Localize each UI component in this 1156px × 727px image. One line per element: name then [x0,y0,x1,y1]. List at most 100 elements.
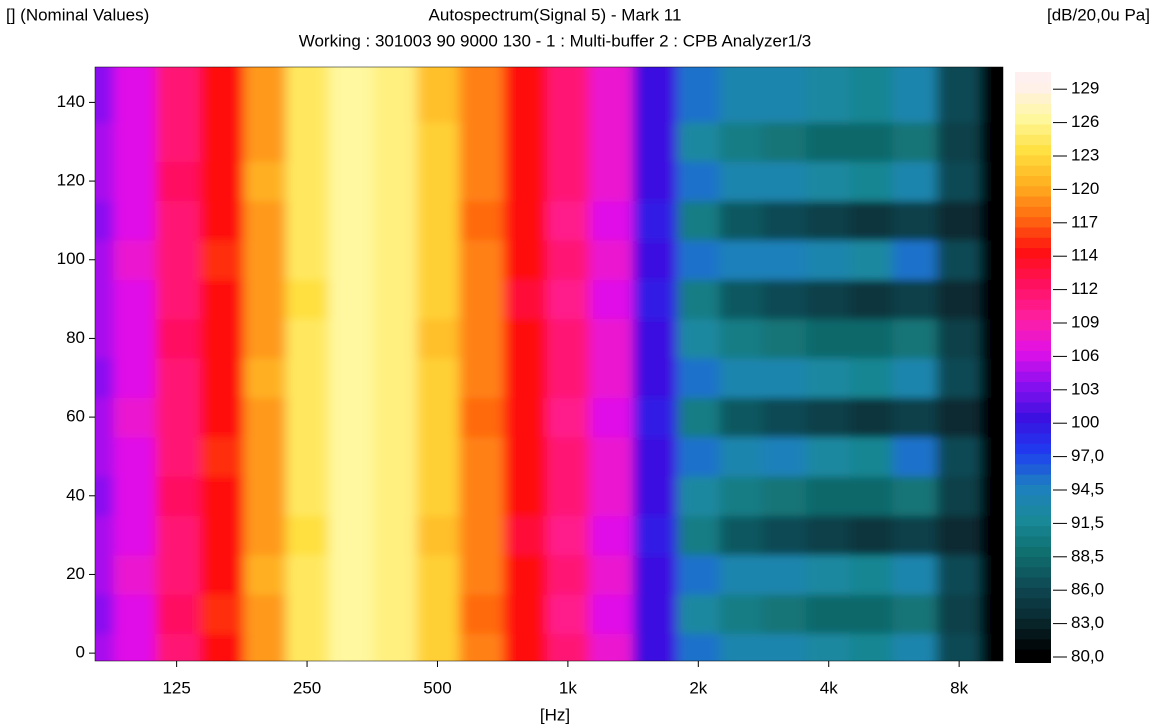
heatmap-cell [806,161,851,202]
heatmap-cell [806,633,851,661]
heatmap-cell [849,200,893,241]
heatmap-cell [980,161,1003,202]
heatmap-cell [588,200,634,241]
plot-frame [94,66,1004,662]
heatmap-cell [936,200,981,241]
heatmap-cell [286,436,330,477]
heatmap-cell [936,122,981,162]
heatmap-cell [503,594,548,634]
heatmap-cell [244,161,287,202]
heatmap-cell [113,476,157,516]
heatmap-cell [849,318,893,359]
heatmap-cell [719,397,763,438]
x-tick-label: 125 [162,678,190,697]
heatmap-cell [373,515,417,556]
heatmap-cell [503,122,548,162]
heatmap-cell [113,633,157,661]
heatmap-cell [459,436,504,477]
colorbar-tick-label: 103 [1071,379,1099,398]
heatmap-cell [936,279,981,320]
heatmap-cell [719,436,763,477]
heatmap-cell [849,515,893,556]
heatmap-cell [199,358,245,398]
heatmap-cell [416,279,460,320]
heatmap-cell [546,67,590,123]
heatmap-cell [373,397,417,438]
heatmap-cell [588,515,634,556]
heatmap-cell [155,67,201,123]
heatmap-cell [113,67,157,123]
heatmap-cell [459,397,504,438]
heatmap-cell [546,279,590,320]
colorbar-segment [1015,72,1051,84]
heatmap-cell [244,594,287,634]
heatmap-cell [113,122,157,162]
heatmap-cell [633,436,678,477]
heatmap-cell [416,240,460,280]
colorbar-segment [1015,453,1051,465]
heatmap-cell [892,436,938,477]
heatmap-cell [588,318,634,359]
heatmap-cell [762,122,807,162]
heatmap-cell [503,554,548,595]
heatmap-cell [459,240,504,280]
heatmap-cell [286,515,330,556]
heatmap-cell [980,358,1003,398]
colorbar-segment [1015,144,1051,156]
heatmap-cell [633,318,678,359]
heatmap-cell [806,279,851,320]
heatmap-cell [416,476,460,516]
heatmap-cell [503,358,548,398]
heatmap-cell [588,633,634,661]
heatmap-cell [936,67,981,123]
heatmap-cell [155,161,201,202]
colorbar-segment [1015,288,1051,300]
y-tick-label: 100 [57,249,85,268]
heatmap-cell [286,476,330,516]
heatmap-cell [328,67,374,123]
heatmap-cell [546,633,590,661]
heatmap-cell [719,67,763,123]
heatmap-cell [244,67,287,123]
colorbar-segment [1015,411,1051,424]
heatmap-cell [892,554,938,595]
heatmap-cell [588,476,634,516]
heatmap-cell [503,240,548,280]
heatmap-cell [980,436,1003,477]
heatmap-cell [95,240,115,280]
heatmap-cell [633,515,678,556]
heatmap-cell [849,476,893,516]
colorbar-segment [1015,545,1051,558]
heatmap-cell [113,554,157,595]
heatmap-cell [459,318,504,359]
heatmap-cell [762,397,807,438]
heatmap-cell [155,436,201,477]
heatmap-cell [588,397,634,438]
heatmap-cell [892,240,938,280]
heatmap-cell [806,397,851,438]
heatmap-cell [416,515,460,556]
heatmap-cell [328,515,374,556]
heatmap-cell [892,515,938,556]
x-tick-label: 500 [423,678,451,697]
heatmap-cell [199,633,245,661]
colorbar-tick-label: 94,5 [1071,479,1104,498]
colorbar-segment [1015,226,1051,238]
heatmap-cell [199,161,245,202]
heatmap-cell [677,476,720,516]
colorbar-segment [1015,607,1051,619]
colorbar-segment [1015,195,1051,207]
heatmap-cell [244,279,287,320]
colorbar-tick-label: 117 [1071,212,1098,231]
heatmap-cell [113,397,157,438]
heatmap-cell [328,279,374,320]
heatmap-cell [503,476,548,516]
colorbar-segment [1015,174,1051,187]
heatmap-cell [416,67,460,123]
colorbar-segment [1015,277,1051,290]
heatmap-cell [503,200,548,241]
heatmap-cell [113,318,157,359]
heatmap-cell [980,476,1003,516]
heatmap-cell [95,436,115,477]
heatmap-cell [459,200,504,241]
